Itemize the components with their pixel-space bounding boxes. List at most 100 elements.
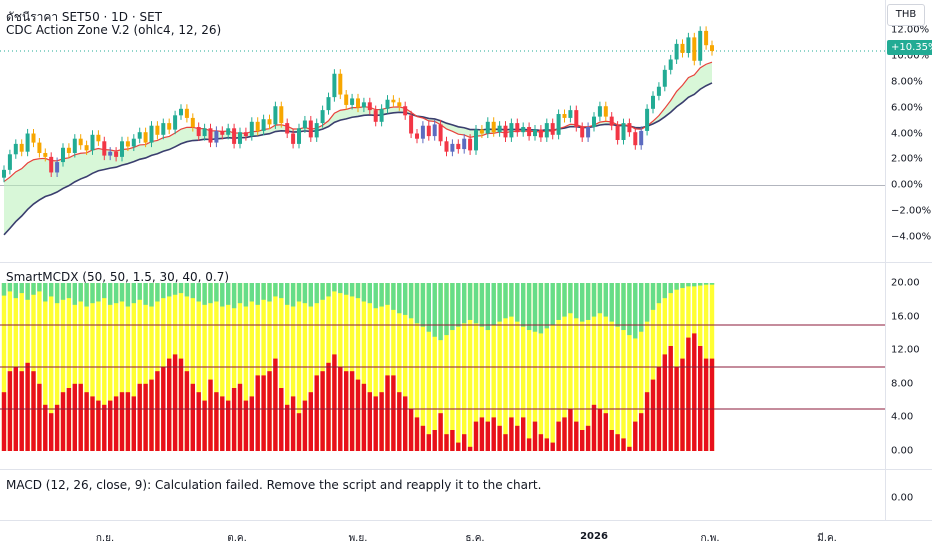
smart-money-bar [515, 283, 520, 322]
pane-separator[interactable] [0, 262, 932, 263]
candle-body [273, 106, 278, 125]
candle-body [208, 128, 213, 143]
whale-bar [544, 438, 549, 451]
symbol-title[interactable]: ดัชนีราคา SET50 · 1D · SET [6, 10, 162, 24]
whale-bar [414, 417, 420, 451]
whale-bar [314, 375, 319, 451]
candle-body [314, 123, 319, 138]
whale-bar [96, 400, 101, 451]
smart-money-bar [202, 283, 207, 305]
candle-body [255, 121, 260, 131]
whale-bar [178, 358, 184, 451]
candle-body [220, 130, 225, 135]
smart-money-bar [692, 283, 697, 287]
smart-money-bar [143, 283, 148, 305]
candle-body [361, 102, 366, 108]
whale-bar [1, 392, 7, 451]
candle-body [379, 108, 384, 122]
whale-bar [639, 413, 644, 451]
currency-button[interactable]: THB [887, 4, 925, 26]
smart-money-bar [119, 283, 125, 302]
whale-bar [503, 434, 508, 451]
candle-body [7, 154, 12, 170]
smart-money-bar [668, 283, 673, 294]
action-zone-fill [4, 62, 712, 235]
whale-bar [526, 438, 532, 451]
price-tick: −2.00% [891, 205, 932, 217]
whale-bar [450, 430, 455, 451]
whale-bar [621, 438, 626, 451]
candle-body [420, 125, 425, 139]
candle-body [13, 143, 18, 155]
smart-money-bar [267, 283, 272, 302]
candle-body [202, 128, 207, 137]
whale-bar [131, 396, 136, 451]
smart-money-bar [137, 283, 142, 300]
smart-money-bar [615, 283, 620, 327]
whale-bar [72, 383, 77, 451]
indicator-legend-smartmcdx[interactable]: SmartMCDX (50, 50, 1.5, 30, 40, 0.7) [6, 270, 230, 284]
candle-body [538, 129, 543, 138]
macd-axis[interactable]: 0.00 [885, 470, 932, 520]
whale-bar [308, 392, 313, 451]
candle-body [444, 141, 449, 152]
smart-money-bar [585, 283, 591, 320]
candle-body [344, 94, 349, 105]
time-axis[interactable]: ก.ย. ต.ค. พ.ย. ธ.ค. 2026 ก.พ. มี.ค. [0, 521, 885, 550]
whale-bar [420, 425, 426, 451]
whale-bar [550, 442, 555, 451]
candle-body [515, 123, 520, 133]
whale-bar [7, 371, 13, 451]
candle-body [686, 37, 691, 53]
whale-bar [108, 400, 113, 451]
whale-bar [432, 430, 437, 451]
smart-money-bar [332, 283, 337, 292]
whale-bar [66, 388, 72, 451]
candle-body [710, 45, 714, 52]
indicator-legend-macd[interactable]: MACD (12, 26, close, 9): Calculation fai… [6, 478, 542, 492]
whale-bar [78, 383, 83, 451]
candle-body [232, 128, 237, 144]
smart-money-bar [102, 283, 107, 299]
whale-bar [491, 417, 496, 451]
whale-bar [373, 396, 378, 451]
candle-body [373, 110, 378, 122]
pane-separator[interactable] [0, 469, 932, 470]
smart-money-bar [90, 283, 95, 304]
price-axis[interactable]: 12.00% 10.00% 8.00% 6.00% 4.00% 2.00% 0.00% −2.… [885, 0, 932, 262]
candle-body [367, 102, 372, 111]
whale-bar [367, 392, 372, 451]
candle-body [698, 30, 703, 61]
whale-bar [591, 404, 597, 451]
smart-money-bar [497, 283, 502, 322]
whale-bar [686, 337, 691, 451]
candle-body [302, 120, 307, 129]
smart-money-bar [639, 283, 644, 332]
smartmcdx-axis[interactable]: 20.00 16.00 12.00 8.00 4.00 0.00 [885, 263, 932, 469]
candle-body [609, 116, 614, 126]
smart-money-bar [96, 283, 101, 302]
candle-body [527, 127, 532, 137]
smart-money-bar [19, 283, 24, 294]
smart-money-bar [349, 283, 355, 297]
candle-body [31, 133, 36, 143]
smart-money-bar [66, 283, 72, 299]
whale-bar [562, 417, 567, 451]
whale-bar [119, 392, 125, 451]
candle-body [285, 123, 290, 134]
smart-money-bar [84, 283, 89, 307]
whale-bar [615, 434, 620, 451]
smart-money-bar [633, 283, 638, 339]
smart-money-bar [279, 283, 284, 299]
smart-money-bar [113, 283, 119, 304]
smart-money-bar [703, 283, 709, 285]
indicator-legend-cdc[interactable]: CDC Action Zone V.2 (ohlc4, 12, 26) [6, 23, 222, 37]
smart-money-bar [580, 283, 585, 322]
smart-money-bar [125, 283, 131, 307]
candle-body [574, 110, 579, 128]
candle-body [409, 115, 414, 134]
candle-body [432, 124, 437, 137]
smart-money-bar [184, 283, 190, 297]
whale-bar [467, 446, 473, 451]
